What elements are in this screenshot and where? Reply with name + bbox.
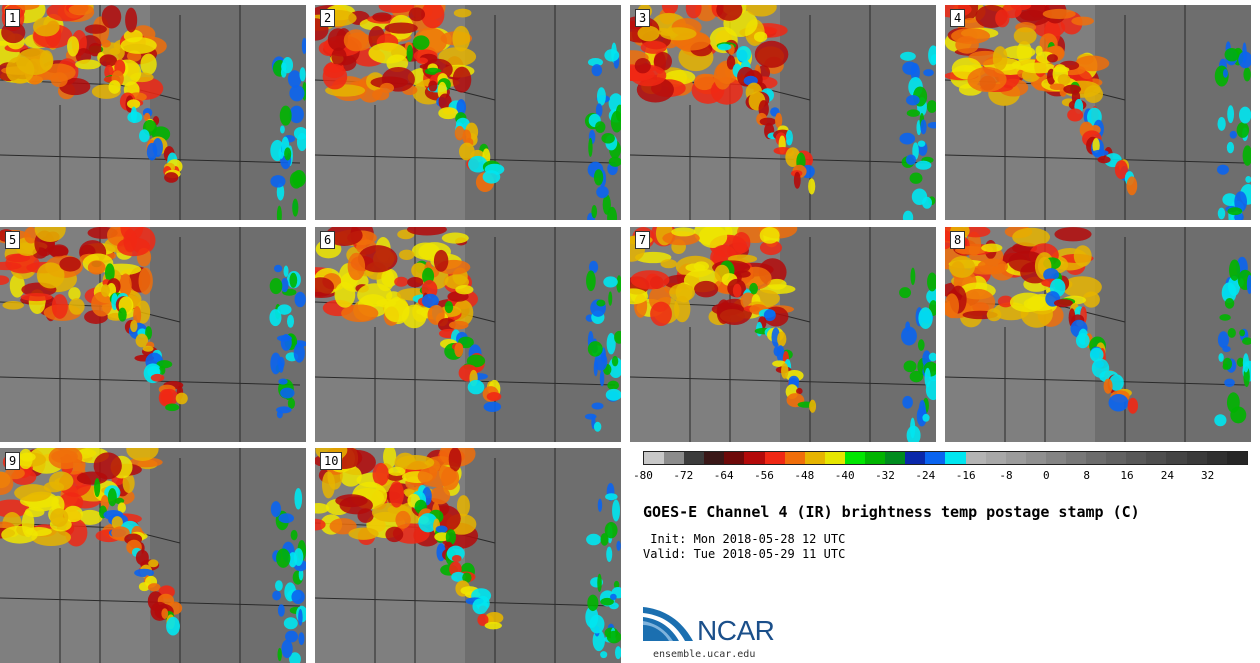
colorbar-cell — [1126, 452, 1147, 464]
colorbar-cell — [1005, 452, 1026, 464]
ir-map — [630, 5, 936, 220]
colorbar-tick-label: -16 — [955, 469, 976, 482]
ir-map — [315, 448, 621, 663]
colorbar-cell — [824, 452, 845, 464]
stamp-panel-3[interactable]: 3 — [630, 5, 936, 220]
colorbar-tick-label: 8 — [1083, 469, 1090, 482]
init-time: Init: Mon 2018-05-28 12 UTC — [643, 532, 846, 546]
stamp-panel-10[interactable]: 10 — [315, 448, 621, 663]
colorbar-tick-label: -64 — [713, 469, 734, 482]
colorbar-cell — [744, 452, 765, 464]
ensemble-url[interactable]: ensemble.ucar.edu — [653, 649, 756, 660]
ncar-logo-icon — [643, 607, 693, 641]
member-label: 7 — [635, 231, 651, 249]
colorbar-cell — [644, 452, 665, 464]
member-label: 5 — [5, 231, 21, 249]
valid-time: Valid: Tue 2018-05-29 11 UTC — [643, 547, 846, 561]
colorbar-cell — [784, 452, 805, 464]
colorbar-tick-label: -24 — [915, 469, 936, 482]
colorbar-cell — [1086, 452, 1107, 464]
colorbar-cell — [945, 452, 966, 464]
member-label: 2 — [320, 9, 336, 27]
colorbar-cell — [724, 452, 745, 464]
ir-map — [0, 448, 306, 663]
colorbar-cell — [865, 452, 886, 464]
colorbar-tick-label: -32 — [875, 469, 895, 482]
colorbar-cell — [1146, 452, 1167, 464]
colorbar-cell — [965, 452, 986, 464]
ir-map — [315, 5, 621, 220]
ir-map — [630, 227, 936, 442]
ir-map — [945, 5, 1251, 220]
stamp-panel-7[interactable]: 7 — [630, 227, 936, 442]
member-label: 9 — [5, 452, 21, 470]
ncar-logo-text[interactable]: NCAR — [697, 615, 775, 646]
member-label: 3 — [635, 9, 651, 27]
colorbar-cell — [1166, 452, 1187, 464]
product-title: GOES-E Channel 4 (IR) brightness temp po… — [643, 503, 1140, 521]
colorbar-cell — [885, 452, 906, 464]
temperature-colorbar — [643, 451, 1248, 465]
stamp-panel-8[interactable]: 8 — [945, 227, 1251, 442]
colorbar-cell — [1065, 452, 1087, 464]
member-label: 4 — [950, 9, 966, 27]
stamp-panel-4[interactable]: 4 — [945, 5, 1251, 220]
colorbar-cell — [1045, 452, 1066, 464]
ir-map — [0, 227, 306, 442]
colorbar-cell — [844, 452, 866, 464]
ir-map — [315, 227, 621, 442]
colorbar-tick-label: 16 — [1120, 469, 1134, 482]
colorbar-cell — [764, 452, 785, 464]
stamp-panel-9[interactable]: 9 — [0, 448, 306, 663]
stamp-panel-2[interactable]: 2 — [315, 5, 621, 220]
colorbar-cell — [1025, 452, 1046, 464]
colorbar-tick-labels: -80 -72 -64 -56 -48 -40 -32 -24 -16 -8 0 8 16 24 32 — [633, 469, 1248, 483]
stamp-panel-5[interactable]: 5 — [0, 227, 306, 442]
colorbar-cell — [1106, 452, 1127, 464]
member-label: 1 — [5, 9, 21, 27]
ir-map — [0, 5, 306, 220]
colorbar-tick-label: -48 — [794, 469, 815, 482]
colorbar-cell — [925, 452, 946, 464]
colorbar-cell — [1226, 452, 1247, 464]
member-label: 6 — [320, 231, 336, 249]
stamp-panel-6[interactable]: 6 — [315, 227, 621, 442]
colorbar-cell — [1186, 452, 1207, 464]
colorbar-cell — [985, 452, 1006, 464]
colorbar-cell — [664, 452, 685, 464]
colorbar-tick-label: -80 — [633, 469, 653, 482]
colorbar-tick-label: 24 — [1160, 469, 1174, 482]
colorbar-tick-label: -72 — [673, 469, 694, 482]
stamp-panel-1[interactable]: 1 — [0, 5, 306, 220]
colorbar-cell — [684, 452, 705, 464]
member-label: 8 — [950, 231, 966, 249]
colorbar-tick-label: 0 — [1043, 469, 1050, 482]
colorbar-tick-label: 32 — [1201, 469, 1215, 482]
member-label: 10 — [320, 452, 343, 470]
colorbar-tick-label: -56 — [754, 469, 774, 482]
colorbar-cell — [704, 452, 725, 464]
ir-map — [945, 227, 1251, 442]
colorbar-tick-label: -8 — [999, 469, 1013, 482]
colorbar-cell — [1206, 452, 1227, 464]
colorbar-cell — [905, 452, 926, 464]
colorbar-cell — [804, 452, 825, 464]
colorbar-tick-label: -40 — [834, 469, 855, 482]
